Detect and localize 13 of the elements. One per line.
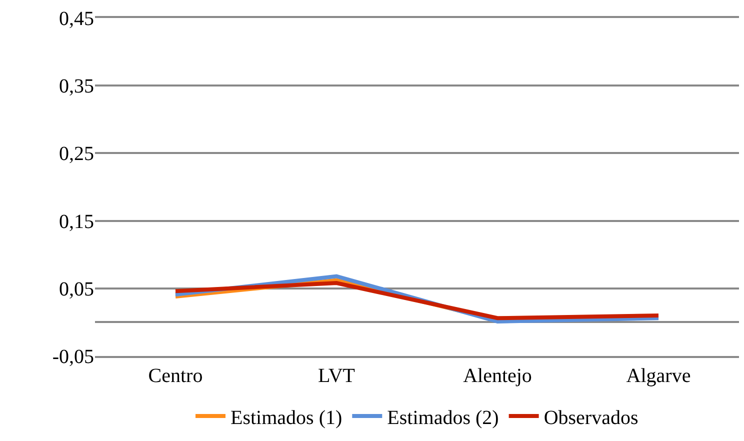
legend-label: Estimados (1) xyxy=(230,406,342,429)
legend-label: Observados xyxy=(544,406,638,429)
x-tick-label: Algarve xyxy=(626,365,691,387)
y-tick-label: 0,35 xyxy=(59,76,94,98)
y-tick-label: 0,45 xyxy=(59,8,94,30)
x-tick-label: LVT xyxy=(318,365,356,387)
legend-label: Estimados (2) xyxy=(387,406,499,429)
y-tick-label: 0,05 xyxy=(59,278,94,300)
y-tick-label: -0,05 xyxy=(52,346,94,368)
x-tick-label: Centro xyxy=(148,365,203,387)
y-tick-label: 0,25 xyxy=(59,143,94,166)
x-tick-label: Alentejo xyxy=(463,365,532,387)
y-tick-label: 0,15 xyxy=(59,210,94,233)
